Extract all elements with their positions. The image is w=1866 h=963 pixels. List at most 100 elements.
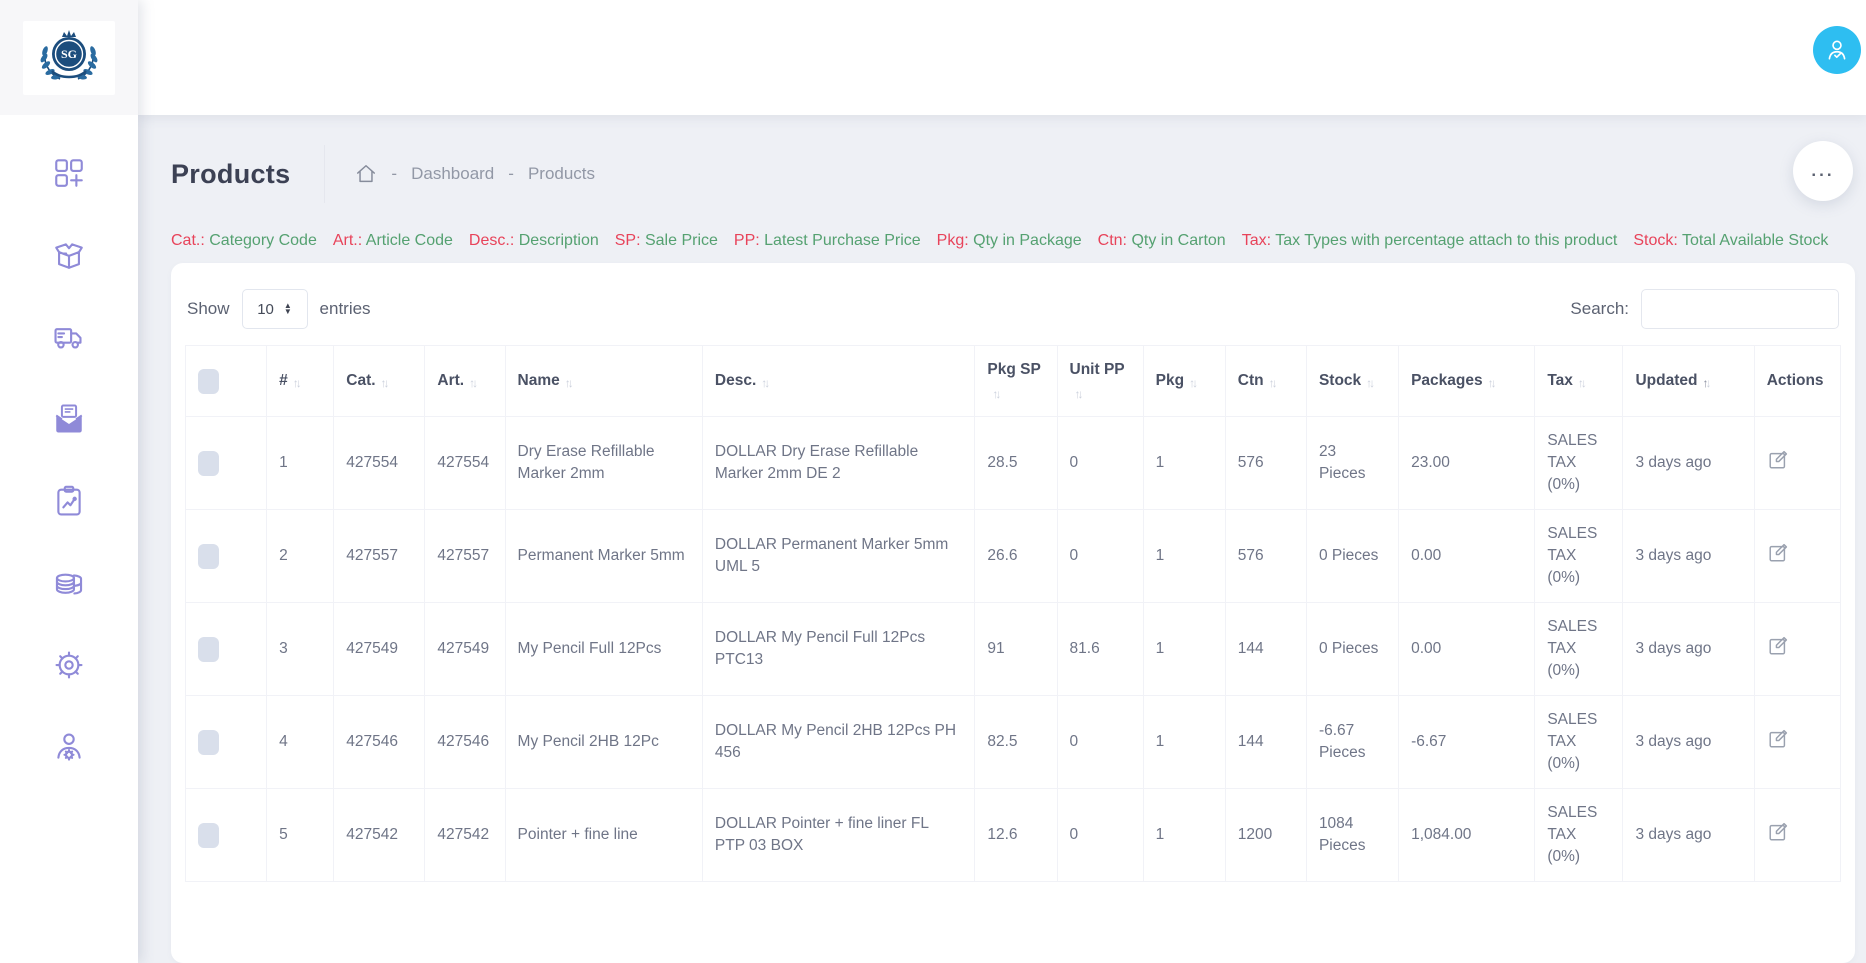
search-input[interactable] [1641, 289, 1839, 329]
column-header-stock[interactable]: Stock ↑↓ [1305, 345, 1400, 417]
sort-arrows-icon[interactable]: ↑↓ [1268, 376, 1278, 390]
column-header-name[interactable]: Name ↑↓ [504, 345, 703, 417]
cell-tax: SALES TAX (0%) [1534, 602, 1624, 696]
column-header-index[interactable]: # ↑↓ [266, 345, 335, 417]
sidebar-item-dashboard[interactable] [51, 155, 87, 191]
cell-name: My Pencil Full 12Pcs [504, 602, 703, 696]
sort-arrows-icon[interactable]: ↑↓ [761, 376, 770, 390]
column-header-packages[interactable]: Packages ↑↓ [1398, 345, 1536, 417]
legend-item: Tax: Tax Types with percentage attach to… [1242, 232, 1618, 249]
sort-arrows-icon[interactable]: ↑↓ [292, 376, 302, 390]
table-row: 3 427549 427549 My Pencil Full 12Pcs DOLLAR … [184, 602, 1842, 696]
legend-item: Art.: Article Code [333, 232, 453, 249]
sort-arrows-icon[interactable]: ↑↓ [469, 376, 478, 390]
sidebar-nav [0, 115, 138, 765]
edit-button[interactable] [1767, 635, 1789, 657]
svg-text:SG: SG [61, 47, 77, 61]
cell-index: 3 [266, 602, 335, 696]
legend-description: Latest Purchase Price [764, 232, 921, 249]
open-box-icon [55, 243, 83, 269]
page-size-value: 10 [257, 300, 274, 318]
sort-arrows-icon[interactable]: ↑↓ [1577, 376, 1587, 390]
legend-description: Tax Types with percentage attach to this… [1275, 232, 1618, 249]
cell-updated: 3 days ago [1622, 695, 1755, 789]
sort-arrows-icon[interactable]: ↑↓ [992, 387, 1001, 401]
legend-abbreviation: Cat.: [171, 232, 210, 249]
column-header-desc[interactable]: Desc. ↑↓ [701, 345, 976, 417]
cell-pkg_sp: 12.6 [974, 788, 1058, 882]
cell-tax: SALES TAX (0%) [1534, 416, 1624, 510]
cell-index: 2 [266, 509, 335, 603]
row-checkbox[interactable] [198, 822, 219, 848]
user-avatar-button[interactable] [1813, 26, 1861, 74]
row-checkbox[interactable] [198, 450, 219, 476]
column-label: Desc. [714, 372, 757, 389]
cell-select [184, 416, 268, 510]
sidebar-item-reports[interactable] [51, 483, 87, 519]
cell-cat: 427542 [333, 788, 426, 882]
edit-button[interactable] [1767, 449, 1789, 471]
sidebar-item-settings[interactable] [51, 647, 87, 683]
legend-description: Description [518, 232, 599, 249]
column-header-unit_pp[interactable]: Unit PP ↑↓ [1056, 345, 1144, 417]
cell-cat: 427546 [333, 695, 426, 789]
sort-arrows-icon[interactable]: ↑↓ [380, 376, 390, 390]
sort-arrows-icon[interactable]: ↑↓ [1702, 376, 1711, 390]
edit-button[interactable] [1767, 542, 1789, 564]
sort-arrows-icon[interactable]: ↑↓ [1487, 376, 1497, 390]
cell-select [184, 509, 268, 603]
sidebar-item-account-settings[interactable] [51, 729, 87, 765]
legend-item: PP: Latest Purchase Price [734, 232, 921, 249]
cell-tax: SALES TAX (0%) [1534, 509, 1624, 603]
column-label: Actions [1766, 372, 1824, 389]
column-header-cat[interactable]: Cat. ↑↓ [333, 345, 426, 417]
page-header: Products - Dashboard - Products ... [171, 141, 1855, 203]
sidebar-item-finance[interactable] [51, 565, 87, 601]
sort-arrows-icon[interactable]: ↑↓ [1074, 387, 1084, 401]
cell-desc: DOLLAR Dry Erase Refillable Marker 2mm D… [701, 416, 976, 510]
cell-art: 427546 [424, 695, 506, 789]
sort-arrows-icon[interactable]: ↑↓ [564, 376, 574, 390]
cell-pkg: 1 [1142, 509, 1226, 603]
user-gear-icon [57, 733, 81, 761]
breadcrumb-dashboard[interactable]: Dashboard [411, 164, 495, 183]
cell-tax: SALES TAX (0%) [1534, 788, 1624, 882]
page-size-select[interactable]: 10 ▲ ▼ [241, 289, 308, 329]
clipboard-chart-icon [57, 485, 81, 516]
edit-button[interactable] [1767, 728, 1789, 750]
column-header-pkg[interactable]: Pkg ↑↓ [1142, 345, 1226, 417]
cell-stock: -6.67 Pieces [1305, 695, 1400, 789]
breadcrumb-current: Products [527, 164, 596, 183]
column-label: Ctn [1237, 372, 1264, 389]
column-header-updated[interactable]: Updated ↑↓ [1622, 345, 1755, 417]
cell-packages: -6.67 [1398, 695, 1536, 789]
select-all-checkbox[interactable] [198, 368, 219, 394]
sort-arrows-icon[interactable]: ↑↓ [1189, 376, 1198, 390]
row-checkbox[interactable] [198, 636, 219, 662]
legend-item: Desc.: Description [469, 232, 599, 249]
legend-item: Stock: Total Available Stock [1633, 232, 1828, 249]
cell-actions [1753, 695, 1842, 789]
cell-art: 427554 [424, 416, 506, 510]
column-header-art[interactable]: Art. ↑↓ [424, 345, 506, 417]
row-checkbox[interactable] [198, 729, 219, 755]
more-options-button[interactable]: ... [1793, 141, 1853, 201]
sort-arrows-icon[interactable]: ↑↓ [1366, 376, 1375, 390]
gear-icon [55, 651, 83, 679]
row-checkbox[interactable] [198, 543, 219, 569]
logo-area[interactable]: SG [0, 0, 138, 115]
column-header-ctn[interactable]: Ctn ↑↓ [1224, 345, 1307, 417]
cell-pkg_sp: 26.6 [974, 509, 1058, 603]
sidebar-item-products-box[interactable] [51, 237, 87, 273]
cell-desc: DOLLAR My Pencil 2HB 12Pcs PH 456 [701, 695, 976, 789]
column-header-pkg_sp[interactable]: Pkg SP ↑↓ [974, 345, 1058, 417]
legend-abbreviation: Desc.: [468, 232, 519, 249]
cell-updated: 3 days ago [1622, 788, 1755, 882]
column-header-tax[interactable]: Tax ↑↓ [1534, 345, 1624, 417]
home-icon[interactable] [355, 163, 377, 185]
edit-button[interactable] [1767, 821, 1789, 843]
cell-cat: 427554 [333, 416, 426, 510]
sidebar-item-messages[interactable] [51, 401, 87, 437]
sidebar-item-delivery[interactable] [51, 319, 87, 355]
legend-abbreviation: Ctn: [1097, 232, 1132, 249]
